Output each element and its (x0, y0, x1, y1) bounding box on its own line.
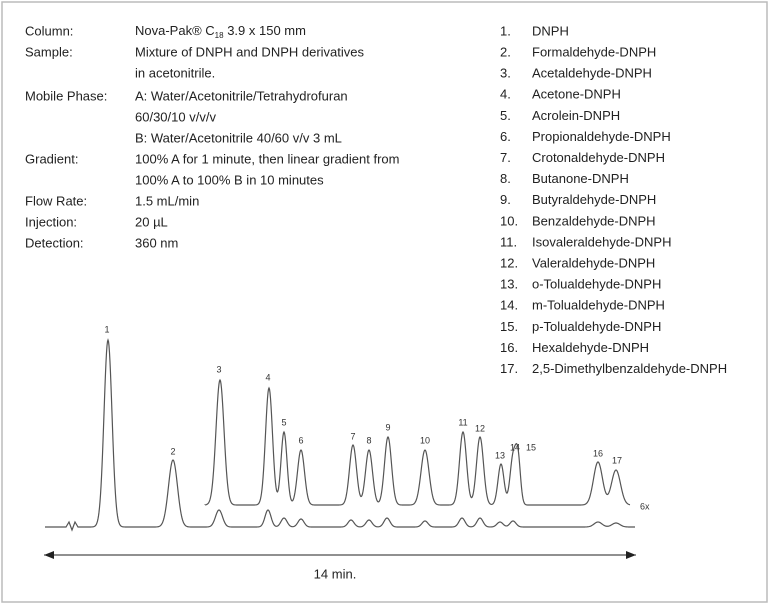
condition-label: Column: (25, 23, 73, 38)
compound-number: 16. (500, 340, 518, 355)
peak-label: 12 (475, 423, 485, 433)
compound-number: 5. (500, 108, 511, 123)
peak-label: 1 (104, 324, 109, 334)
compound-number: 3. (500, 66, 511, 81)
condition-label: Mobile Phase: (25, 88, 107, 103)
compound-name: Propionaldehyde-DNPH (532, 129, 671, 144)
peak-label: 3 (216, 364, 221, 374)
compound-number: 7. (500, 150, 511, 165)
peak-label: 4 (265, 372, 270, 382)
peak-label: 14 (510, 442, 520, 452)
compound-number: 11. (500, 234, 517, 249)
compound-name: Hexaldehyde-DNPH (532, 340, 649, 355)
compound-name: p-Tolualdehyde-DNPH (532, 319, 661, 334)
text-part: 3.9 x 150 mm (224, 23, 306, 38)
peak-label: 11 (458, 417, 467, 427)
trace-label: 6x (640, 501, 650, 511)
compound-number: 9. (500, 192, 511, 207)
condition-value: 360 nm (135, 235, 178, 250)
condition-value: 20 µL (135, 214, 168, 229)
text-part: 18 (215, 31, 224, 40)
compound-name: DNPH (532, 23, 569, 38)
peak-label: 2 (170, 446, 175, 456)
condition-value: Mixture of DNPH and DNPH derivatives (135, 44, 365, 59)
condition-value: A: Water/Acetonitrile/Tetrahydrofuran (135, 88, 348, 103)
compound-number: 14. (500, 298, 518, 313)
compound-number: 1. (500, 23, 511, 38)
condition-value: Nova-Pak® C18 3.9 x 150 mm (135, 23, 306, 40)
compound-number: 10. (500, 213, 518, 228)
condition-label: Gradient: (25, 151, 78, 166)
compound-name: Butyraldehyde-DNPH (532, 192, 656, 207)
compound-number: 15. (500, 319, 518, 334)
compound-name: Isovaleraldehyde-DNPH (532, 234, 671, 249)
text-part: Nova-Pak® C (135, 23, 215, 38)
peak-label: 8 (366, 435, 371, 445)
condition-value: in acetonitrile. (135, 65, 215, 80)
compound-name: Benzaldehyde-DNPH (532, 213, 656, 228)
compound-name: Acrolein-DNPH (532, 108, 620, 123)
compound-number: 6. (500, 129, 511, 144)
trace-1x (45, 338, 635, 532)
compound-name: Acetaldehyde-DNPH (532, 66, 652, 81)
compound-number: 4. (500, 87, 511, 102)
condition-label: Sample: (25, 44, 73, 59)
compound-number: 17. (500, 361, 518, 376)
condition-value: B: Water/Acetonitrile 40/60 v/v 3 mL (135, 130, 342, 145)
compound-name: m-Tolualdehyde-DNPH (532, 298, 665, 313)
compound-name: o-Tolualdehyde-DNPH (532, 277, 661, 292)
compound-number: 8. (500, 171, 511, 186)
condition-label: Injection: (25, 214, 77, 229)
peak-label: 13 (495, 450, 505, 460)
compound-name: 2,5-Dimethylbenzaldehyde-DNPH (532, 361, 727, 376)
condition-label: Detection: (25, 235, 84, 250)
trace-6x (204, 378, 631, 506)
condition-label: Flow Rate: (25, 193, 87, 208)
peak-label: 7 (350, 431, 355, 441)
peak-label: 10 (420, 435, 430, 445)
time-span: 14 min. (314, 566, 357, 581)
compound-name: Acetone-DNPH (532, 87, 621, 102)
peak-label: 5 (281, 417, 286, 427)
condition-value: 100% A for 1 minute, then linear gradien… (135, 151, 400, 166)
compound-number: 13. (500, 277, 518, 292)
condition-value: 100% A to 100% B in 10 minutes (135, 172, 324, 187)
peak-label: 16 (593, 448, 603, 458)
compound-name: Formaldehyde-DNPH (532, 45, 656, 60)
compound-name: Valeraldehyde-DNPH (532, 256, 655, 271)
peak-label: 15 (526, 442, 536, 452)
peak-label: 6 (298, 435, 303, 445)
compound-number: 2. (500, 45, 511, 60)
compound-number: 12. (500, 256, 518, 271)
peak-label: 9 (385, 422, 390, 432)
condition-value: 60/30/10 v/v/v (135, 109, 216, 124)
compound-name: Crotonaldehyde-DNPH (532, 150, 665, 165)
peak-label: 17 (612, 455, 622, 465)
compound-name: Butanone-DNPH (532, 171, 629, 186)
condition-value: 1.5 mL/min (135, 193, 199, 208)
